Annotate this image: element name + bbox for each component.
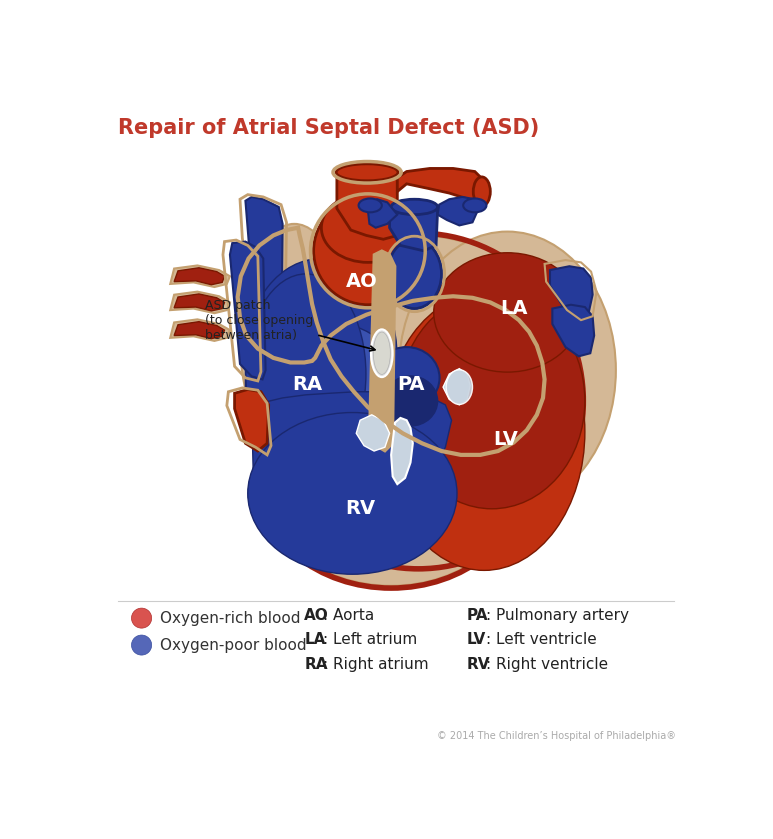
- Ellipse shape: [371, 330, 393, 377]
- Polygon shape: [174, 268, 224, 284]
- Circle shape: [131, 608, 152, 628]
- Polygon shape: [170, 265, 230, 287]
- Polygon shape: [252, 392, 451, 561]
- Polygon shape: [368, 199, 397, 227]
- Ellipse shape: [463, 199, 486, 212]
- Ellipse shape: [373, 332, 390, 374]
- Text: : Pulmonary artery: : Pulmonary artery: [485, 607, 628, 623]
- Text: AO: AO: [305, 607, 329, 623]
- Text: : Aorta: : Aorta: [323, 607, 374, 623]
- Polygon shape: [390, 202, 438, 251]
- Text: RV: RV: [467, 657, 491, 672]
- Polygon shape: [553, 305, 594, 357]
- Ellipse shape: [359, 199, 382, 212]
- Ellipse shape: [322, 193, 414, 263]
- Ellipse shape: [248, 413, 457, 574]
- Ellipse shape: [383, 293, 585, 571]
- Text: PA: PA: [397, 374, 424, 393]
- Polygon shape: [443, 368, 470, 405]
- Text: : Right atrium: : Right atrium: [323, 657, 428, 672]
- Polygon shape: [245, 197, 283, 378]
- Text: LV: LV: [467, 632, 486, 647]
- Ellipse shape: [473, 177, 490, 206]
- Text: : Left atrium: : Left atrium: [323, 632, 417, 647]
- Ellipse shape: [267, 324, 407, 478]
- Polygon shape: [356, 414, 390, 451]
- Ellipse shape: [246, 258, 397, 451]
- Polygon shape: [170, 320, 230, 341]
- Ellipse shape: [446, 370, 472, 404]
- Polygon shape: [369, 251, 395, 451]
- Ellipse shape: [387, 239, 441, 309]
- Polygon shape: [391, 418, 413, 484]
- Text: PA: PA: [467, 607, 489, 623]
- Ellipse shape: [373, 347, 440, 409]
- Polygon shape: [550, 266, 593, 316]
- Polygon shape: [245, 367, 283, 446]
- Polygon shape: [230, 242, 266, 379]
- Ellipse shape: [434, 253, 581, 373]
- Polygon shape: [234, 389, 269, 451]
- Ellipse shape: [399, 293, 585, 508]
- Polygon shape: [337, 169, 397, 239]
- Ellipse shape: [246, 274, 366, 474]
- Text: LA: LA: [500, 299, 527, 318]
- Text: Repair of Atrial Septal Defect (ASD): Repair of Atrial Septal Defect (ASD): [118, 117, 540, 138]
- Ellipse shape: [391, 199, 438, 215]
- Text: Oxygen-rich blood: Oxygen-rich blood: [160, 611, 301, 626]
- Polygon shape: [397, 169, 488, 202]
- Ellipse shape: [314, 197, 422, 305]
- Ellipse shape: [336, 164, 398, 180]
- Text: : Left ventricle: : Left ventricle: [485, 632, 597, 647]
- Polygon shape: [438, 197, 478, 226]
- Ellipse shape: [399, 232, 616, 508]
- Text: ASD patch
(to close opening
between atria): ASD patch (to close opening between atri…: [205, 299, 375, 351]
- Text: : Right ventricle: : Right ventricle: [485, 657, 608, 672]
- Text: RA: RA: [305, 657, 328, 672]
- Text: Oxygen-poor blood: Oxygen-poor blood: [160, 638, 307, 653]
- Polygon shape: [174, 294, 224, 311]
- Polygon shape: [174, 321, 224, 339]
- Ellipse shape: [260, 370, 523, 586]
- Circle shape: [131, 635, 152, 655]
- Text: RV: RV: [345, 499, 375, 519]
- Text: AO: AO: [346, 272, 377, 291]
- Text: © 2014 The Children’s Hospital of Philadelphia®: © 2014 The Children’s Hospital of Philad…: [438, 731, 676, 741]
- Ellipse shape: [256, 236, 581, 566]
- Polygon shape: [170, 292, 230, 313]
- Ellipse shape: [383, 376, 438, 426]
- Text: LA: LA: [305, 632, 325, 647]
- Text: LV: LV: [493, 430, 518, 449]
- Text: RA: RA: [292, 374, 322, 393]
- Ellipse shape: [240, 224, 349, 455]
